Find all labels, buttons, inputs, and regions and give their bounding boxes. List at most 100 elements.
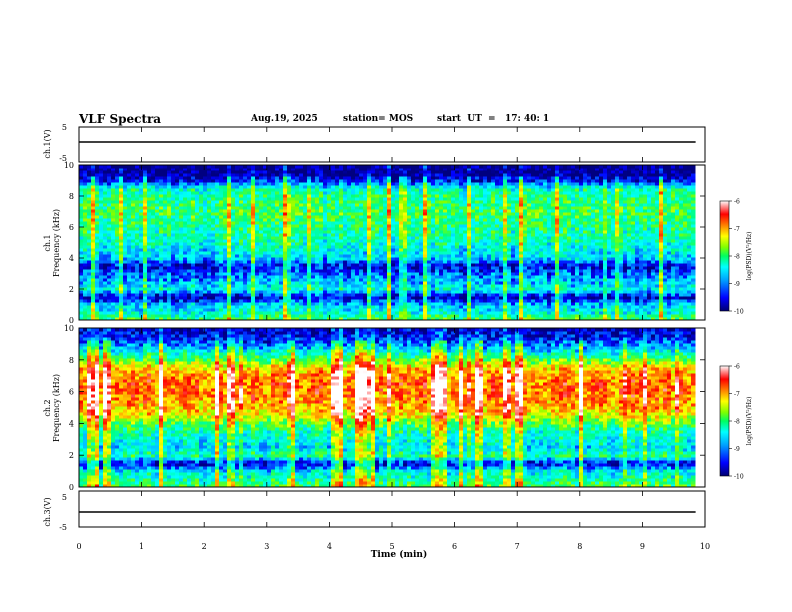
heatmap-cell xyxy=(371,308,376,312)
heatmap-cell xyxy=(595,275,600,279)
heatmap-cell xyxy=(171,287,176,291)
heatmap-cell xyxy=(655,290,660,294)
heatmap-cell xyxy=(315,248,320,252)
heatmap-cell xyxy=(155,269,160,273)
heatmap-cell xyxy=(87,272,92,276)
heatmap-cell xyxy=(519,227,524,231)
heatmap-cell xyxy=(131,221,136,225)
heatmap-cell xyxy=(567,248,572,252)
heatmap-cell xyxy=(195,233,200,237)
heatmap-cell xyxy=(219,269,224,273)
heatmap-cell xyxy=(95,239,100,243)
heatmap-cell xyxy=(123,245,128,249)
heatmap-cell xyxy=(479,293,484,297)
heatmap-cell xyxy=(179,281,184,285)
heatmap-cell xyxy=(691,266,696,270)
heatmap-cell xyxy=(383,302,388,306)
heatmap-cell xyxy=(87,236,92,240)
heatmap-cell xyxy=(499,281,504,285)
heatmap-cell xyxy=(155,311,160,315)
heatmap-cell xyxy=(123,314,128,318)
heatmap-cell xyxy=(411,227,416,231)
heatmap-cell xyxy=(107,284,112,288)
heatmap-cell xyxy=(175,251,180,255)
heatmap-cell xyxy=(667,230,672,234)
heatmap-cell xyxy=(127,224,132,228)
heatmap-cell xyxy=(327,260,332,264)
heatmap-cell xyxy=(79,245,84,249)
heatmap-cell xyxy=(431,266,436,270)
heatmap-cell xyxy=(443,299,448,303)
heatmap-cell xyxy=(611,275,616,279)
heatmap-cell xyxy=(407,272,412,276)
heatmap-cell xyxy=(455,293,460,297)
heatmap-cell xyxy=(95,296,100,300)
heatmap-cell xyxy=(127,236,132,240)
heatmap-cell xyxy=(107,260,112,264)
heatmap-cell xyxy=(287,227,292,231)
heatmap-cell xyxy=(247,230,252,234)
heatmap-cell xyxy=(399,284,404,288)
heatmap-cell xyxy=(687,305,692,309)
heatmap-cell xyxy=(659,269,664,273)
heatmap-cell xyxy=(319,290,324,294)
heatmap-cell xyxy=(87,263,92,267)
heatmap-cell xyxy=(363,299,368,303)
heatmap-cell xyxy=(243,305,248,309)
heatmap-cell xyxy=(275,239,280,243)
heatmap-cell xyxy=(379,242,384,246)
heatmap-cell xyxy=(115,287,120,291)
heatmap-cell xyxy=(215,275,220,279)
heatmap-cell xyxy=(599,296,604,300)
heatmap-cell xyxy=(399,263,404,267)
heatmap-cell xyxy=(183,275,188,279)
heatmap-cell xyxy=(119,311,124,315)
heatmap-cell xyxy=(311,260,316,264)
heatmap-cell xyxy=(479,266,484,270)
heatmap-cell xyxy=(375,227,380,231)
heatmap-cell xyxy=(583,260,588,264)
heatmap-cell xyxy=(331,287,336,291)
heatmap-cell xyxy=(459,290,464,294)
heatmap-cell xyxy=(431,302,436,306)
heatmap-cell xyxy=(543,224,548,228)
heatmap-cell xyxy=(203,254,208,258)
heatmap-cell xyxy=(523,257,528,261)
heatmap-cell xyxy=(195,257,200,261)
heatmap-cell xyxy=(511,266,516,270)
heatmap-cell xyxy=(139,221,144,225)
heatmap-cell xyxy=(663,314,668,318)
heatmap-cell xyxy=(687,296,692,300)
heatmap-cell xyxy=(103,314,108,318)
heatmap-cell xyxy=(267,245,272,249)
heatmap-cell xyxy=(367,308,372,312)
heatmap-cell xyxy=(387,263,392,267)
heatmap-cell xyxy=(635,290,640,294)
heatmap-cell xyxy=(431,296,436,300)
heatmap-cell xyxy=(99,275,104,279)
heatmap-cell xyxy=(107,236,112,240)
heatmap-cell xyxy=(307,260,312,264)
heatmap-cell xyxy=(299,293,304,297)
heatmap-cell xyxy=(295,311,300,315)
heatmap-cell xyxy=(263,272,268,276)
heatmap-cell xyxy=(627,239,632,243)
heatmap-cell xyxy=(167,263,172,267)
heatmap-cell xyxy=(103,278,108,282)
heatmap-cell xyxy=(259,245,264,249)
heatmap-cell xyxy=(339,248,344,252)
heatmap-cell xyxy=(527,263,532,267)
heatmap-cell xyxy=(243,224,248,228)
heatmap-cell xyxy=(171,236,176,240)
heatmap-cell xyxy=(83,239,88,243)
heatmap-cell xyxy=(579,224,584,228)
heatmap-cell xyxy=(547,242,552,246)
heatmap-cell xyxy=(335,248,340,252)
heatmap-cell xyxy=(335,317,340,321)
heatmap-cell xyxy=(387,260,392,264)
heatmap-cell xyxy=(347,305,352,309)
heatmap-cell xyxy=(151,311,156,315)
heatmap-cell xyxy=(571,233,576,237)
heatmap-cell xyxy=(179,224,184,228)
heatmap-cell xyxy=(639,227,644,231)
